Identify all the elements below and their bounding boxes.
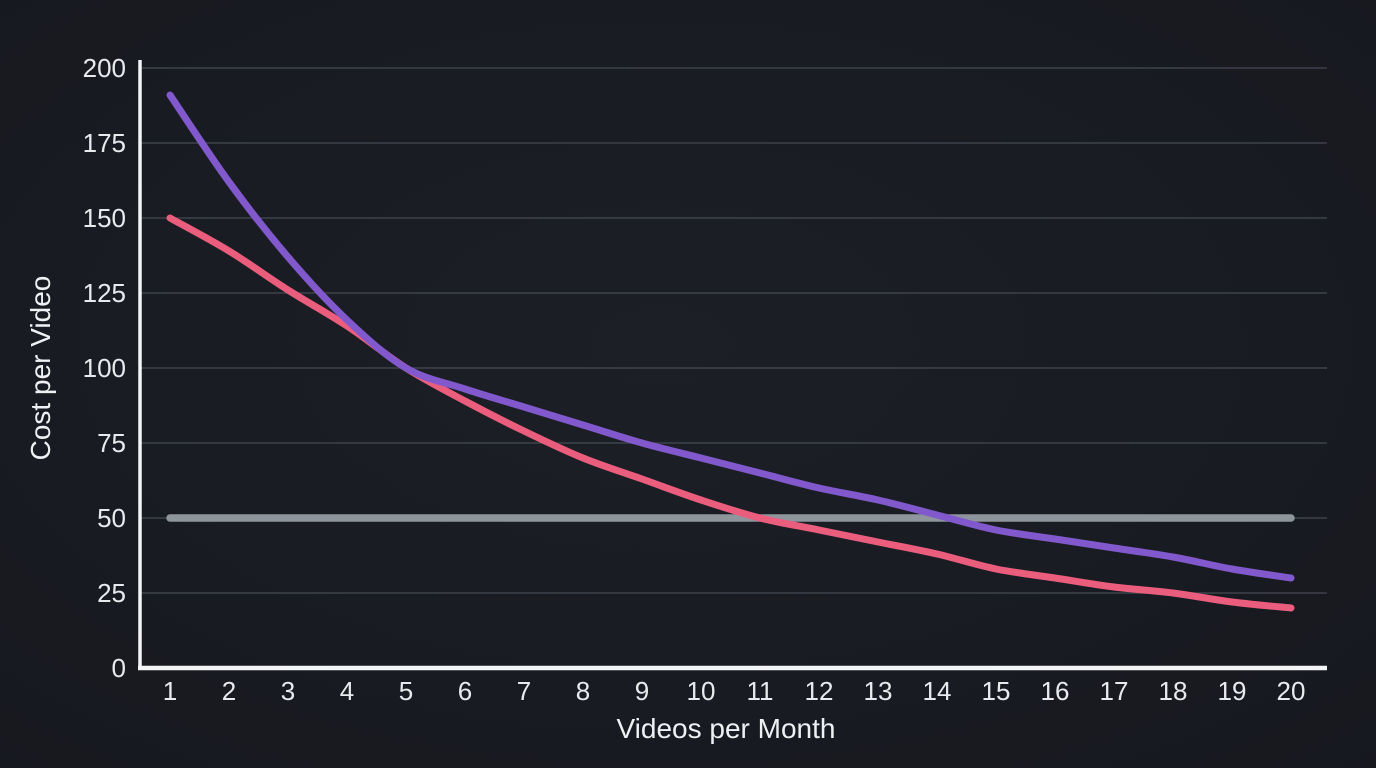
x-tick-label: 1 [163, 676, 177, 706]
x-tick-label: 20 [1277, 676, 1306, 706]
x-tick-label: 9 [635, 676, 649, 706]
x-tick-label: 4 [340, 676, 354, 706]
x-tick-label: 6 [458, 676, 472, 706]
y-tick-label: 25 [97, 578, 126, 608]
x-tick-label: 12 [805, 676, 834, 706]
axes-group [138, 60, 1327, 671]
x-tick-label: 11 [747, 676, 774, 706]
x-tick-label: 19 [1218, 676, 1247, 706]
y-tick-label: 100 [83, 353, 126, 383]
series-line-purple-curve [166, 91, 1295, 582]
y-tick-label: 50 [97, 503, 126, 533]
y-tick-label: 150 [83, 203, 126, 233]
x-tick-label: 5 [399, 676, 413, 706]
x-axis-title: Videos per Month [617, 713, 836, 744]
y-axis-title: Cost per Video [25, 276, 56, 461]
y-tick-label: 125 [83, 278, 126, 308]
x-tick-label: 3 [281, 676, 295, 706]
x-tick-label: 13 [864, 676, 893, 706]
x-tick-label: 7 [517, 676, 531, 706]
y-tick-label: 75 [97, 428, 126, 458]
x-tick-label: 10 [687, 676, 716, 706]
x-tick-label: 8 [576, 676, 590, 706]
series-line-pink-curve [166, 214, 1295, 612]
series-group [166, 91, 1295, 612]
y-tick-label: 175 [83, 128, 126, 158]
y-tick-label: 0 [112, 653, 126, 683]
x-tick-label: 2 [222, 676, 236, 706]
x-tick-label: 16 [1041, 676, 1070, 706]
x-tick-label: 14 [923, 676, 952, 706]
y-tick-label: 200 [83, 53, 126, 83]
x-tick-label: 17 [1100, 676, 1129, 706]
x-tick-label: 15 [982, 676, 1011, 706]
x-tick-label: 18 [1159, 676, 1188, 706]
